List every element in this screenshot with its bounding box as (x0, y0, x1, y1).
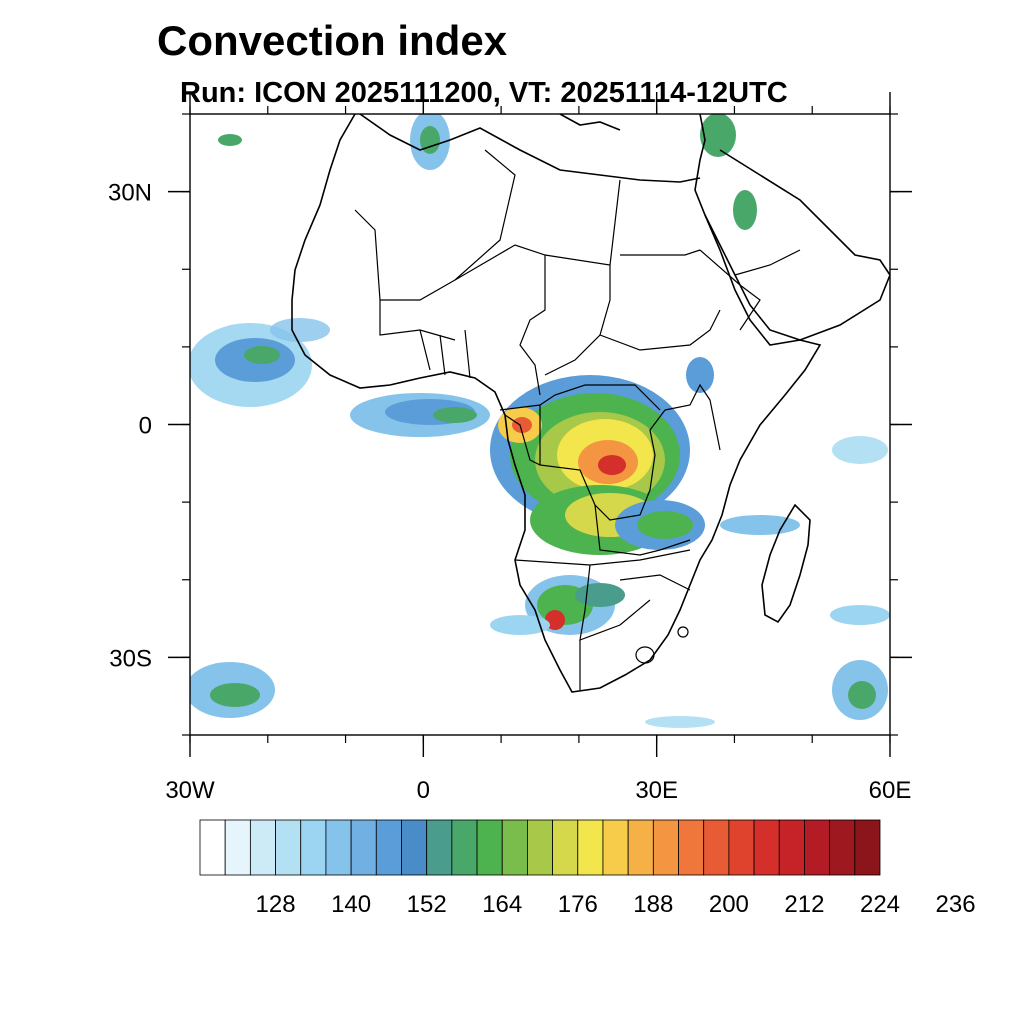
colorbar-swatch (249, 819, 276, 876)
chart-subtitle: Run: ICON 2025111200, VT: 20251114-12UTC (180, 77, 788, 109)
colorbar-label: 140 (331, 891, 371, 918)
colorbar-swatch (829, 819, 856, 876)
colorbar-swatch (577, 819, 604, 876)
colorbar-label: 188 (633, 891, 673, 918)
colorbar-swatch (678, 819, 705, 876)
colorbar-swatch (527, 819, 553, 876)
colorbar-swatch (804, 819, 831, 876)
y-tick-label: 0 (139, 413, 152, 440)
y-tick-label: 30N (108, 180, 152, 207)
colorbar-swatch (199, 819, 226, 876)
colorbar-swatch (753, 819, 780, 876)
colorbar-swatch (451, 819, 478, 876)
colorbar-swatch (552, 819, 579, 876)
x-tick-label: 60E (869, 777, 912, 804)
colorbar-swatch (703, 819, 730, 876)
colorbar: 128 140 152 164 176 188 200 212 224 236 (199, 819, 976, 918)
colorbar-swatch (652, 819, 679, 876)
chart-title: Convection index (157, 17, 508, 64)
colorbar-swatch (602, 819, 629, 876)
colorbar-swatch (375, 819, 402, 876)
colorbar-swatch (350, 819, 377, 876)
axis-ticks: 30W 0 30E 60E 30N 0 30S (108, 92, 912, 804)
colorbar-label: 152 (407, 891, 447, 918)
colorbar-label: 164 (482, 891, 522, 918)
colorbar-swatch (224, 819, 251, 876)
colorbar-swatch (854, 819, 881, 876)
x-tick-label: 0 (417, 777, 430, 804)
colorbar-swatch (426, 819, 453, 876)
convection-shading (190, 114, 890, 728)
colorbar-label: 236 (936, 891, 976, 918)
colorbar-swatch (728, 819, 755, 876)
colorbar-swatch (401, 819, 428, 876)
colorbar-swatch (476, 819, 503, 876)
colorbar-label: 128 (256, 891, 296, 918)
country-borders (354, 149, 801, 690)
colorbar-swatch (300, 819, 327, 876)
coastlines (291, 114, 890, 693)
colorbar-label: 212 (784, 891, 824, 918)
colorbar-swatch (275, 819, 302, 876)
y-tick-label: 30S (109, 645, 152, 672)
x-tick-label: 30E (635, 777, 678, 804)
x-tick-label: 30W (165, 777, 215, 804)
colorbar-swatch (627, 819, 654, 876)
map-panel (190, 114, 890, 735)
colorbar-label: 176 (558, 891, 598, 918)
colorbar-label: 200 (709, 891, 749, 918)
colorbar-swatch (778, 819, 805, 876)
colorbar-label: 224 (860, 891, 900, 918)
colorbar-swatch (325, 819, 352, 876)
colorbar-swatch (501, 819, 528, 876)
